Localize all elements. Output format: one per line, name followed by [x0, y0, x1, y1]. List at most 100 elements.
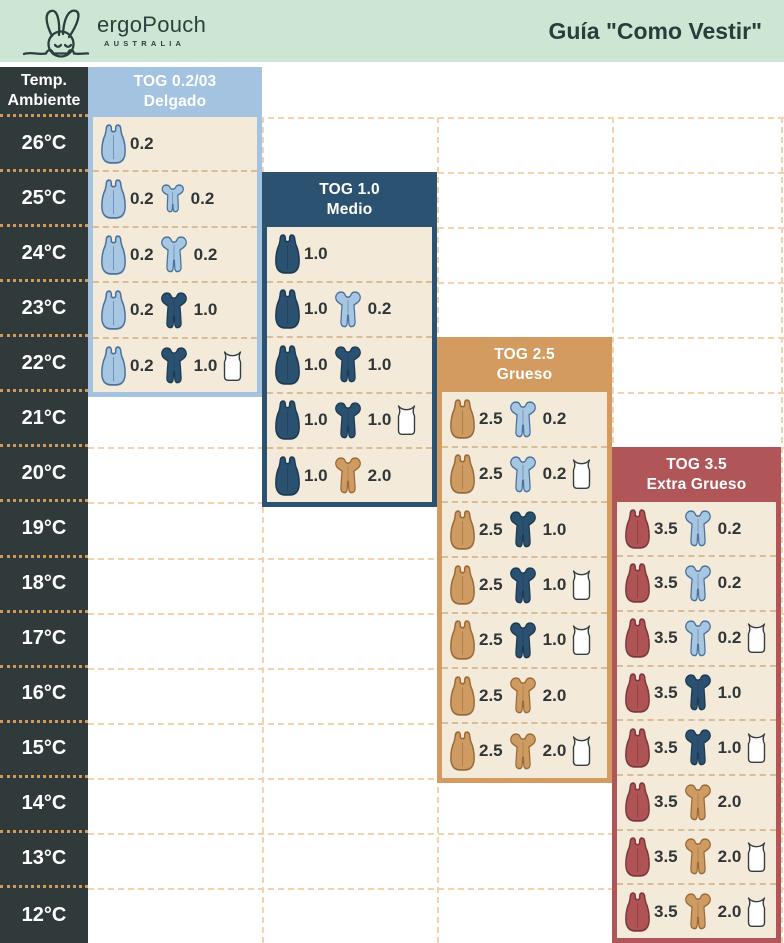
- brand-subtitle: AUSTRALIA: [104, 39, 186, 49]
- temp-cell: 21°C: [0, 392, 88, 448]
- tog-value: 0.2: [130, 133, 154, 153]
- tog-cell: 0.2: [93, 117, 257, 173]
- tog-column-subtitle: Grueso: [496, 365, 553, 383]
- brand-text: ergoPouch AUSTRALIA: [97, 14, 206, 48]
- tog-value: 2.0: [542, 741, 567, 761]
- tog-value: 0.2: [542, 464, 567, 484]
- tog-value: 2.0: [542, 685, 567, 705]
- tog-value: 2.5: [479, 741, 503, 761]
- temp-label: 25°C: [21, 186, 67, 209]
- tog-column-subtitle: Delgado: [143, 93, 207, 110]
- tog-column-header: TOG 1.0 Medio: [262, 172, 437, 228]
- sleep-bag-icon: [450, 676, 475, 716]
- gridline-horizontal: [88, 612, 784, 615]
- sleep-bag-icon: [450, 399, 475, 439]
- tog-cell: 0.2 0.2: [93, 172, 257, 228]
- tog-value: 0.2: [367, 299, 392, 319]
- temp-label: 13°C: [21, 847, 67, 870]
- tog-value: 1.0: [304, 243, 328, 263]
- tog-value: 2.5: [479, 575, 503, 595]
- tog-column-header: TOG 0.2/03 Delgado: [88, 67, 262, 117]
- tog-cell: 0.2 1.0: [93, 339, 257, 392]
- romper-icon: [684, 510, 711, 547]
- tog-value: 3.5: [654, 628, 678, 648]
- romper-icon: [684, 838, 711, 875]
- sleep-bag-icon: [101, 124, 126, 164]
- tog-value: 0.2: [190, 189, 215, 209]
- gridline-horizontal: [88, 887, 784, 890]
- sleep-bag-icon: [275, 345, 300, 385]
- tog-column: 2.5 0.2 2.5 0.2 2.5 1.0 2.5 1.0 2.5 1.0 …: [437, 392, 612, 783]
- sleep-bag-icon: [450, 454, 475, 495]
- romper-icon: [684, 893, 711, 930]
- gridline-horizontal: [88, 667, 784, 670]
- tog-value: 2.5: [479, 464, 503, 484]
- tog-value: 3.5: [654, 737, 678, 757]
- tog-value: 2.5: [479, 519, 503, 539]
- singlet-icon: [573, 625, 591, 656]
- tog-column: 0.2 0.2 0.2 0.2 0.2 0.2 1.0 0.2 1.0: [88, 117, 262, 398]
- tog-value: 3.5: [654, 901, 678, 921]
- tog-column-title: TOG 2.5: [494, 345, 555, 363]
- temp-cell: 12°C: [0, 887, 88, 943]
- tog-cell: 3.5 2.0: [617, 831, 776, 886]
- romper-short-icon: [161, 184, 184, 213]
- tog-value: 2.5: [479, 630, 503, 650]
- sleep-bag-icon: [101, 179, 126, 219]
- singlet-icon: [398, 405, 416, 436]
- temp-cell: 17°C: [0, 612, 88, 668]
- tog-value: 0.2: [130, 300, 154, 320]
- tog-value: 1.0: [304, 299, 328, 319]
- temp-cell: 26°C: [0, 117, 88, 173]
- romper-icon: [509, 400, 536, 437]
- tog-value: 1.0: [304, 354, 328, 374]
- tog-value: 0.2: [130, 355, 154, 375]
- tog-value: 3.5: [654, 518, 678, 538]
- tog-cell: 3.5 0.2: [617, 612, 776, 667]
- sleep-bag-icon: [450, 731, 475, 771]
- romper-icon: [334, 457, 361, 494]
- tog-cell: 1.0 1.0: [267, 338, 432, 394]
- temp-header-line1: Temp.: [21, 72, 67, 90]
- tog-value: 0.2: [130, 189, 154, 209]
- sleep-bag-icon: [625, 509, 650, 549]
- temp-cell: 24°C: [0, 227, 88, 283]
- romper-icon: [160, 292, 187, 329]
- romper-icon: [684, 565, 711, 602]
- temp-label: 23°C: [21, 296, 67, 319]
- tog-value: 1.0: [193, 300, 218, 320]
- temp-label: 12°C: [21, 903, 67, 926]
- romper-icon: [684, 784, 711, 821]
- gridline-horizontal: [88, 832, 784, 835]
- tog-cell: 3.5 2.0: [617, 885, 776, 938]
- sleep-bag-icon: [101, 345, 126, 386]
- singlet-icon: [573, 570, 591, 601]
- sleep-bag-icon: [450, 565, 475, 605]
- romper-icon: [684, 674, 711, 711]
- tog-value: 0.2: [193, 244, 218, 264]
- sleep-bag-icon: [450, 509, 475, 550]
- tog-cell: 2.5 1.0: [442, 558, 607, 614]
- singlet-icon: [748, 732, 766, 763]
- temp-label: 26°C: [21, 131, 67, 154]
- top-banner: ergoPouch AUSTRALIA Guía "Como Vestir": [0, 0, 784, 62]
- tog-cell: 3.5 1.0: [617, 721, 776, 776]
- singlet-icon: [748, 842, 766, 872]
- temp-cell: 14°C: [0, 777, 88, 833]
- tog-column-header: TOG 3.5 Extra Grueso: [612, 447, 781, 503]
- tog-value: 2.0: [367, 465, 392, 485]
- tog-value: 2.0: [717, 792, 742, 812]
- tog-cell: 2.5 1.0: [442, 503, 607, 559]
- romper-icon: [509, 456, 536, 493]
- bunny-logo-icon: [22, 9, 90, 58]
- tog-cell: 3.5 0.2: [617, 557, 776, 612]
- gridline-vertical: [262, 117, 264, 943]
- temp-cell: 18°C: [0, 557, 88, 613]
- tog-cell: 1.0: [267, 227, 432, 283]
- temp-label: 17°C: [21, 627, 67, 650]
- temp-label: 20°C: [21, 461, 67, 484]
- gridline-horizontal: [88, 117, 784, 119]
- tog-column: 3.5 0.2 3.5 0.2 3.5 0.2 3.5 1.0 3.5 1.0 …: [612, 502, 781, 943]
- tog-cell: 1.0 1.0: [267, 394, 432, 449]
- tog-value: 1.0: [542, 575, 567, 595]
